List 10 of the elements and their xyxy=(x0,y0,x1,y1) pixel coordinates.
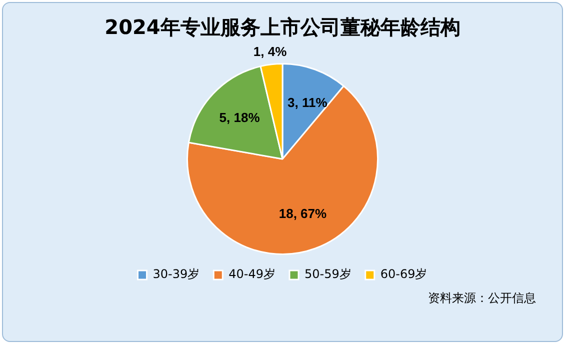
legend-label: 30-39岁 xyxy=(152,267,200,282)
data-label: 18, 67% xyxy=(278,206,327,222)
chart-title: 2024年专业服务上市公司董秘年龄结构 xyxy=(104,15,460,40)
data-label: 1, 4% xyxy=(253,44,288,60)
legend-label: 50-59岁 xyxy=(304,267,352,282)
legend-label: 40-49岁 xyxy=(228,267,276,282)
data-label: 3, 11% xyxy=(287,95,328,110)
legend-label: 60-69岁 xyxy=(380,267,428,282)
text: 资料来源：公开信息 xyxy=(428,291,536,306)
data-label: 5, 18% xyxy=(219,110,260,126)
